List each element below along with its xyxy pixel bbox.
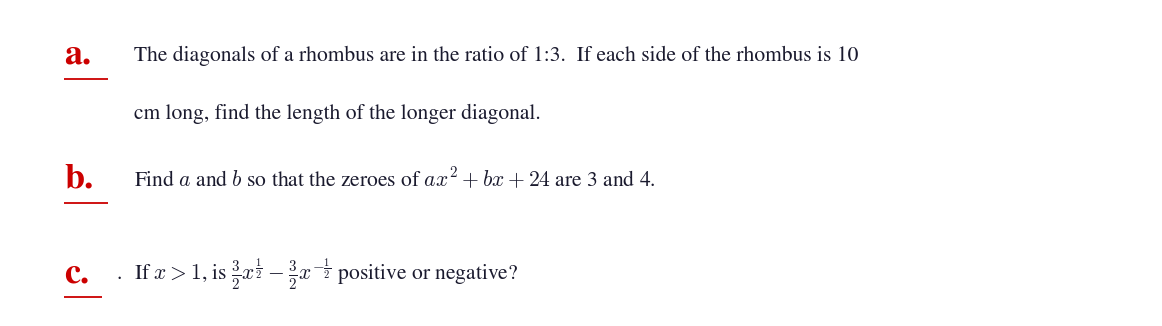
Text: c.: c.	[64, 258, 89, 289]
Text: b.: b.	[64, 164, 93, 195]
Text: If $x > 1$, is $\frac{3}{2}x^{\frac{1}{2}} - \frac{3}{2}x^{-\frac{1}{2}}$ positi: If $x > 1$, is $\frac{3}{2}x^{\frac{1}{2…	[134, 256, 518, 292]
Text: cm long, find the length of the longer diagonal.: cm long, find the length of the longer d…	[134, 104, 540, 124]
Text: .: .	[116, 264, 122, 284]
Text: Find $a$ and $b$ so that the zeroes of $ax^2 + bx + 24$ are 3 and 4.: Find $a$ and $b$ so that the zeroes of $…	[134, 167, 655, 192]
Text: The diagonals of a rhombus are in the ratio of 1:3.  If each side of the rhombus: The diagonals of a rhombus are in the ra…	[134, 45, 858, 66]
Text: a.: a.	[64, 40, 91, 71]
